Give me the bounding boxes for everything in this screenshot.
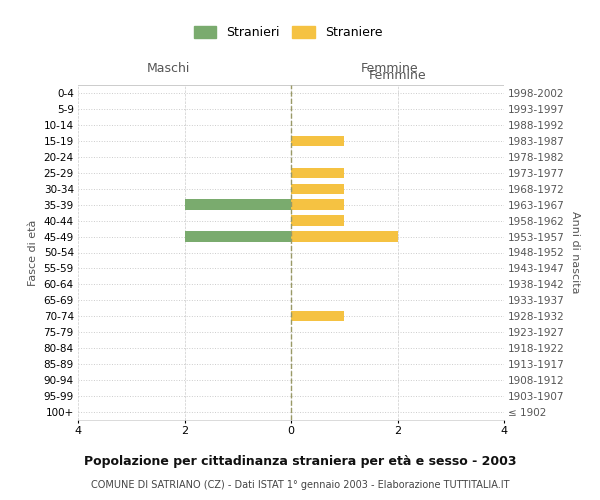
Bar [291,200,344,210]
Bar [185,200,291,210]
Bar [291,216,344,226]
Text: COMUNE DI SATRIANO (CZ) - Dati ISTAT 1° gennaio 2003 - Elaborazione TUTTITALIA.I: COMUNE DI SATRIANO (CZ) - Dati ISTAT 1° … [91,480,509,490]
Text: Popolazione per cittadinanza straniera per età e sesso - 2003: Popolazione per cittadinanza straniera p… [84,455,516,468]
Y-axis label: Fasce di età: Fasce di età [28,220,38,286]
Bar [291,311,344,322]
Bar [185,232,291,241]
Bar [291,184,344,194]
Text: Femmine: Femmine [361,62,419,75]
Bar [291,136,344,146]
Y-axis label: Anni di nascita: Anni di nascita [571,211,580,294]
Text: Maschi: Maschi [146,62,190,75]
Bar [291,168,344,178]
Text: Femmine: Femmine [368,68,427,82]
Bar [291,232,398,241]
Legend: Stranieri, Straniere: Stranieri, Straniere [189,21,387,44]
